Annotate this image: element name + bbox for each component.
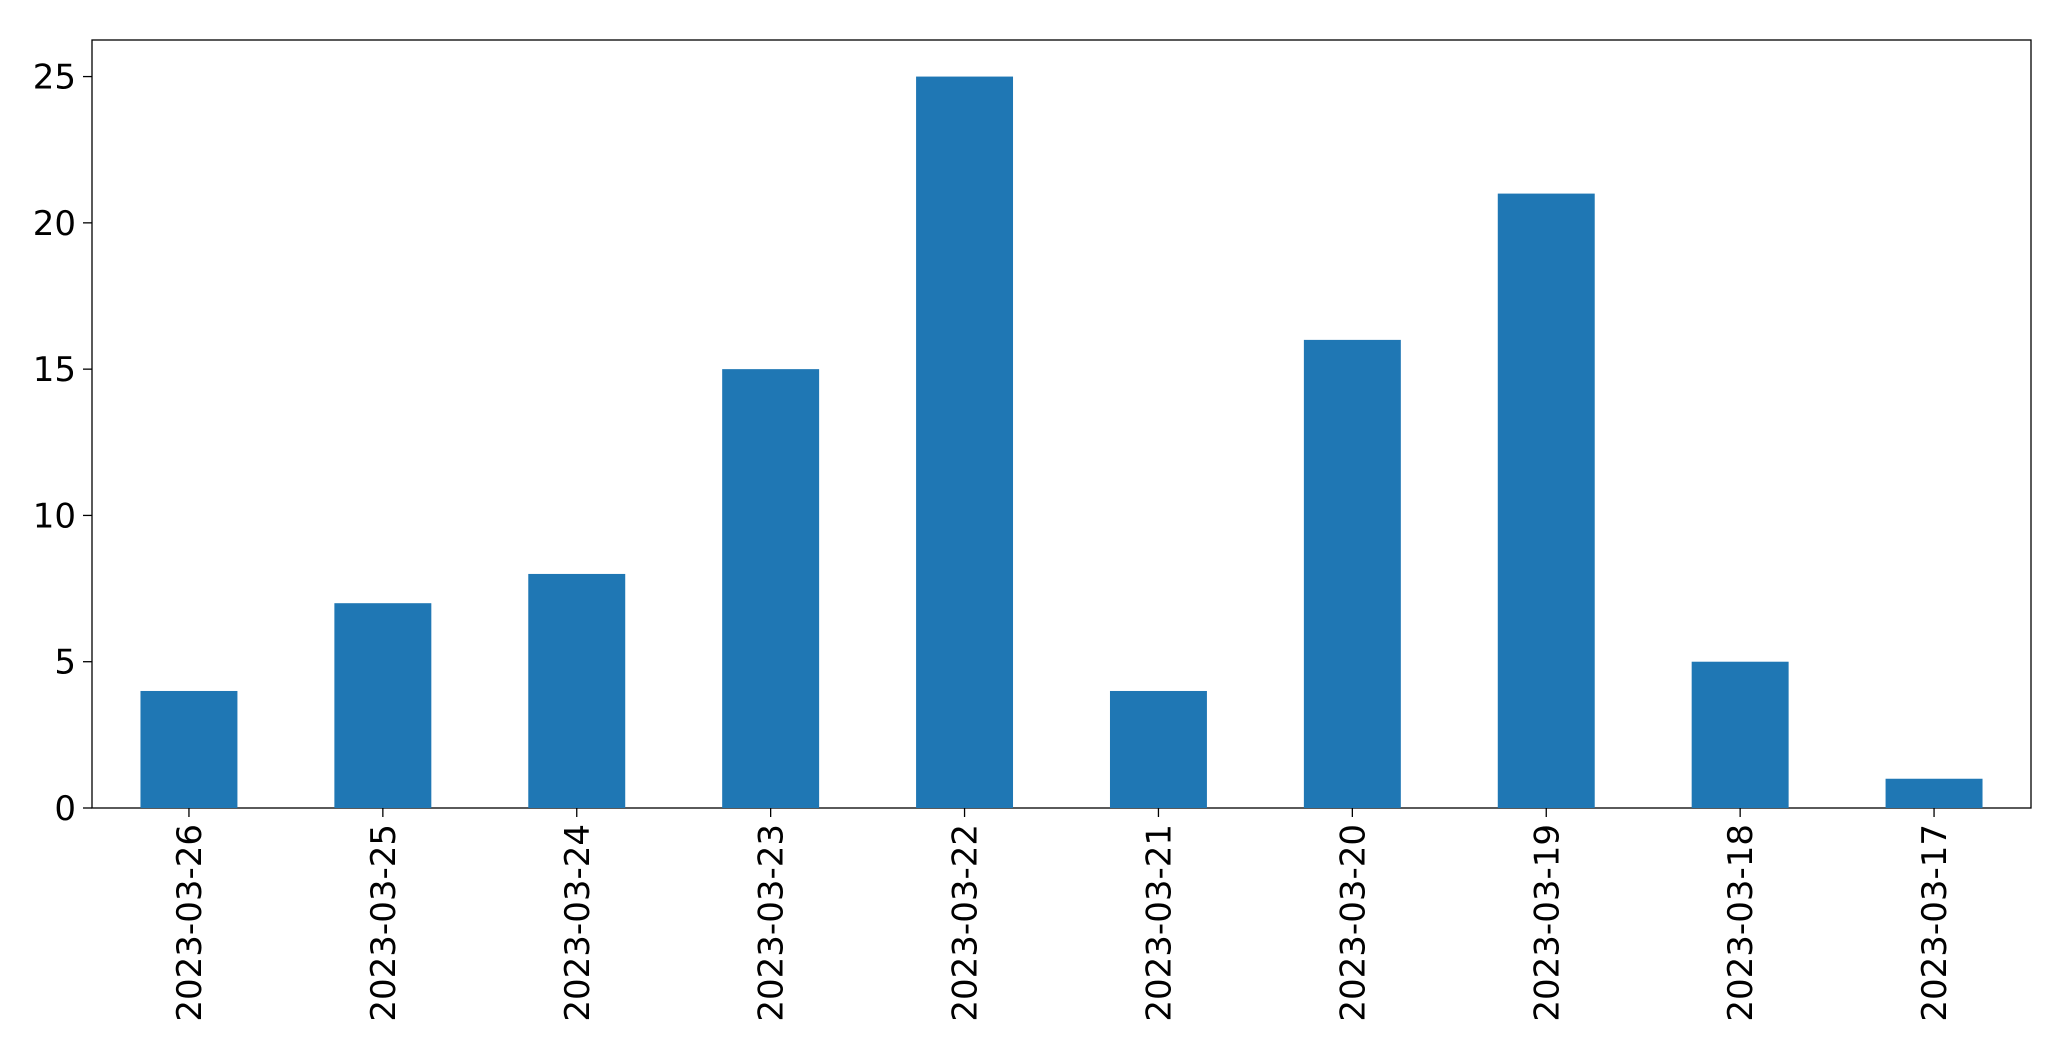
bar [1691, 661, 1789, 808]
x-tick-label: 2023-03-21 [1139, 824, 1179, 1022]
x-tick-label: 2023-03-25 [364, 824, 404, 1022]
bar [916, 76, 1014, 809]
y-tick-label: 5 [54, 643, 76, 683]
x-tick-label: 2023-03-22 [946, 824, 986, 1022]
x-tick-label: 2023-03-19 [1527, 824, 1567, 1022]
y-tick-label: 20 [33, 204, 76, 244]
y-tick-label: 25 [33, 58, 76, 98]
bar [528, 573, 626, 808]
y-tick-label: 15 [33, 350, 76, 390]
y-tick-label: 0 [54, 789, 76, 829]
bar [140, 690, 238, 808]
bar [334, 603, 432, 808]
bar [1885, 778, 1983, 808]
y-tick-label: 10 [33, 496, 76, 536]
x-tick-label: 2023-03-26 [170, 824, 210, 1022]
bar [1109, 690, 1207, 808]
bar [722, 369, 820, 808]
x-tick-label: 2023-03-18 [1721, 824, 1761, 1022]
x-tick-label: 2023-03-20 [1333, 824, 1373, 1022]
bar [1497, 193, 1595, 809]
x-tick-label: 2023-03-23 [752, 824, 792, 1022]
x-tick-label: 2023-03-17 [1915, 824, 1955, 1022]
bar [1303, 339, 1401, 808]
x-tick-label: 2023-03-24 [558, 824, 598, 1022]
plot-frame [91, 39, 2032, 809]
